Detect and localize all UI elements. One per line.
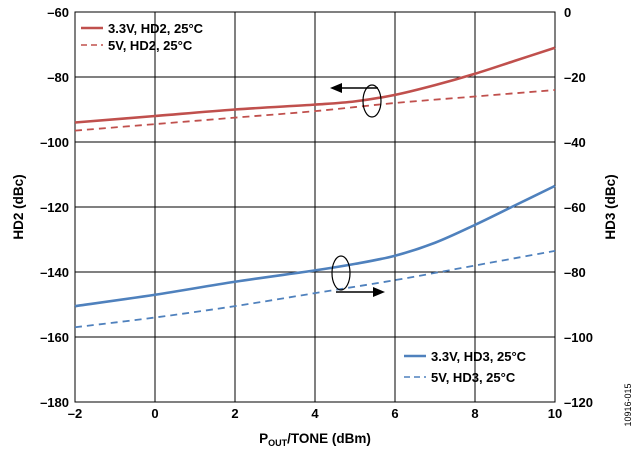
legend-top-left: 3.3V, HD2, 25°C 5V, HD2, 25°C — [81, 21, 204, 53]
y-axis-left-title: HD2 (dBc) — [11, 174, 26, 239]
x-tick-label: 0 — [151, 406, 158, 421]
ticks-layer: –2 0 2 4 6 8 10–60–80–100–120–140–160–1800–20–… — [40, 5, 593, 421]
y-right-tick-label: –40 — [564, 135, 586, 150]
figure-id: 10916-015 — [623, 383, 633, 426]
series-line-hd3-5v — [74, 249, 556, 329]
x-tick-label: 10 — [548, 406, 562, 421]
y-left-tick-label: –180 — [40, 395, 69, 410]
y-right-tick-label: –60 — [564, 200, 586, 215]
series-line-hd2-5v — [74, 89, 556, 132]
x-tick-label: 6 — [391, 406, 398, 421]
series-layer — [74, 46, 556, 329]
y-right-tick-label: –80 — [564, 265, 586, 280]
plot-frame — [74, 11, 556, 403]
y-left-tick-label: –100 — [40, 135, 69, 150]
hd2-indicator-ellipse — [362, 84, 382, 118]
series-line-hd3-3v3 — [74, 184, 556, 308]
hd2-axis-indicator — [330, 83, 382, 118]
grid-layer — [75, 12, 555, 402]
legend-label-hd2-3v3: 3.3V, HD2, 25°C — [108, 21, 204, 36]
x-tick-label: 2 — [231, 406, 238, 421]
y-left-tick-label: –80 — [47, 70, 69, 85]
series-line-hd2-3v3 — [74, 46, 556, 124]
y-left-tick-label: –120 — [40, 200, 69, 215]
hd3-indicator-arrowhead-icon — [373, 287, 385, 297]
legend-label-hd3-3v3: 3.3V, HD3, 25°C — [431, 349, 527, 364]
legend-bottom-right: 3.3V, HD3, 25°C 5V, HD3, 25°C — [404, 349, 527, 385]
y-axis-right-title: HD3 (dBc) — [603, 174, 618, 239]
x-tick-label: 4 — [311, 406, 319, 421]
y-right-tick-label: –120 — [564, 395, 593, 410]
y-left-tick-label: –160 — [40, 330, 69, 345]
hd2-indicator-arrowhead-icon — [330, 83, 342, 93]
y-left-tick-label: –60 — [47, 5, 69, 20]
x-axis-title: POUT/TONE (dBm) — [259, 431, 371, 448]
legend-label-hd3-5v: 5V, HD3, 25°C — [431, 370, 516, 385]
x-tick-label: –2 — [68, 406, 82, 421]
hd3-indicator-ellipse — [331, 255, 351, 291]
y-right-tick-label: 0 — [564, 5, 571, 20]
legend-label-hd2-5v: 5V, HD2, 25°C — [108, 38, 193, 53]
hd3-axis-indicator — [331, 255, 385, 297]
y-left-tick-label: –140 — [40, 265, 69, 280]
y-right-tick-label: –100 — [564, 330, 593, 345]
x-tick-label: 8 — [471, 406, 478, 421]
y-right-tick-label: –20 — [564, 70, 586, 85]
